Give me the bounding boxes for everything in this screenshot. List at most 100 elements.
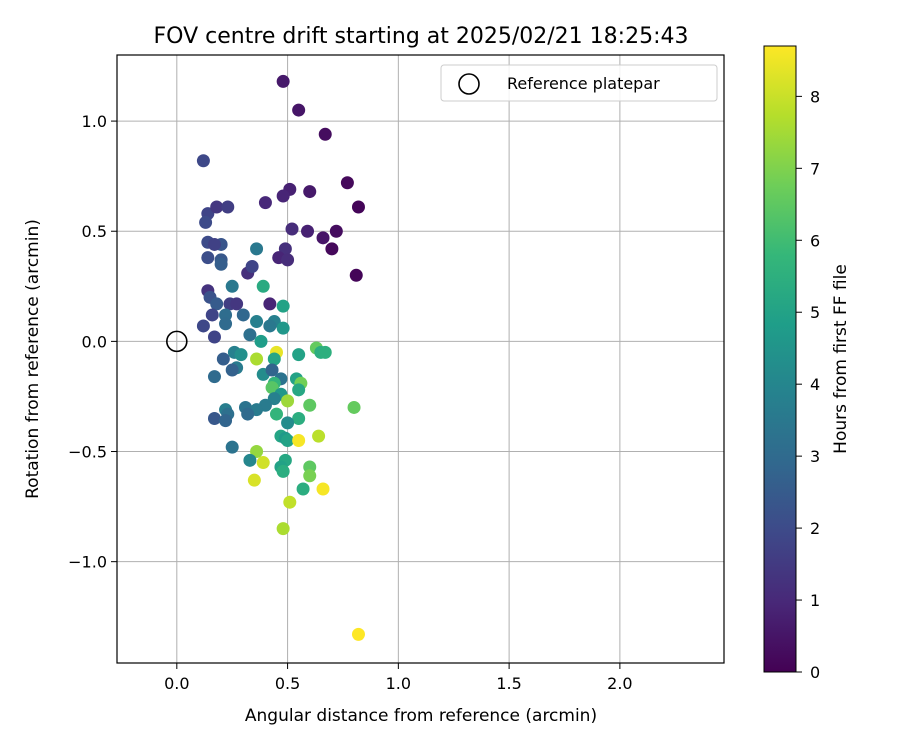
scatter-point [256,279,270,293]
colorbar [763,45,797,673]
colorbar-tick-label: 0 [810,663,820,682]
scatter-point [263,319,277,333]
colorbar-tick-label: 5 [810,303,820,322]
scatter-point [267,392,281,406]
legend-marker-icon [458,73,480,95]
scatter-point [250,352,264,366]
x-axis-ticks: 0.0 0.5 1.0 1.5 2.0 [164,663,633,693]
x-tick-label: 1.0 [386,674,411,693]
scatter-point [303,185,317,199]
scatter-point [303,469,317,483]
scatter-point [276,321,290,335]
scatter-point [214,257,228,271]
scatter-point [276,464,290,478]
scatter-point [276,74,290,88]
data-points [196,74,365,641]
scatter-point [207,370,221,384]
scatter-point [250,445,264,459]
scatter-point [263,297,277,311]
legend-box [440,64,718,102]
colorbar-tick-label: 4 [810,375,820,394]
scatter-point [256,456,270,470]
scatter-point [225,363,239,377]
scatter-point [281,416,295,430]
plot-frame [116,54,725,664]
scatter-point [265,381,279,395]
scatter-point [349,268,363,282]
scatter-point [347,400,361,414]
scatter-point [196,154,210,168]
scatter-point [316,231,330,245]
y-axis-label: Rotation from reference (arcmin) [23,219,43,499]
scatter-point [270,407,284,421]
scatter-point [278,242,292,256]
scatter-point [283,495,297,509]
scatter-point [254,334,268,348]
scatter-point [267,352,281,366]
colorbar-label: Hours from first FF file [831,264,851,454]
scatter-point [219,317,233,331]
scatter-point [243,328,257,342]
x-axis-label: Angular distance from reference (arcmin) [245,706,597,726]
scatter-point [241,407,255,421]
colorbar-tick-label: 3 [810,447,820,466]
legend: Reference platepar [440,64,718,102]
scatter-point [207,330,221,344]
scatter-point [221,200,235,214]
x-tick-label: 2.0 [607,674,632,693]
scatter-point [210,200,224,214]
y-tick-label: 0.5 [82,222,107,241]
scatter-point [205,308,219,322]
scatter-point [340,176,354,190]
scatter-point [201,251,215,265]
scatter-point [276,299,290,313]
legend-entry-reference-platepar: Reference platepar [507,74,660,93]
colorbar-tick-label: 8 [810,87,820,106]
y-tick-label: 1.0 [82,112,107,131]
scatter-point [230,297,244,311]
scatter-point [210,297,224,311]
x-tick-label: 0.5 [275,674,300,693]
scatter-point [250,315,264,329]
scatter-point [281,253,295,267]
scatter-point [276,189,290,203]
scatter-point [292,383,306,397]
scatter-point [243,453,257,467]
scatter-point [325,242,339,256]
reference-point-marker [166,330,188,353]
scatter-point [216,352,230,366]
scatter-point [303,398,317,412]
colorbar-tick-label: 7 [810,159,820,178]
scatter-point [292,434,306,448]
scatter-point [292,348,306,362]
y-tick-label: 0.0 [82,332,107,351]
y-tick-label: −0.5 [68,443,107,462]
scatter-point [225,279,239,293]
scatter-point [292,411,306,425]
scatter-point [318,127,332,141]
scatter-point [351,200,365,214]
colorbar-tick-label: 6 [810,231,820,250]
scatter-point [281,394,295,408]
scatter-point [207,237,221,251]
scatter-point [296,482,310,496]
scatter-point [247,473,261,487]
scatter-point [207,411,221,425]
x-tick-label: 0.0 [164,674,189,693]
scatter-point [316,482,330,496]
scatter-point [234,348,248,362]
colorbar-tick-label: 2 [810,519,820,538]
scatter-point [225,440,239,454]
colorbar-ticks: 0 1 2 3 4 5 6 7 8 [796,87,820,682]
scatter-point [236,308,250,322]
scatter-point [281,434,295,448]
scatter-point [285,222,299,236]
scatter-point [250,242,264,256]
scatter-point [199,215,213,229]
scatter-point [276,522,290,536]
x-tick-label: 1.5 [496,674,521,693]
y-tick-label: −1.0 [68,553,107,572]
scatter-point [245,259,259,273]
